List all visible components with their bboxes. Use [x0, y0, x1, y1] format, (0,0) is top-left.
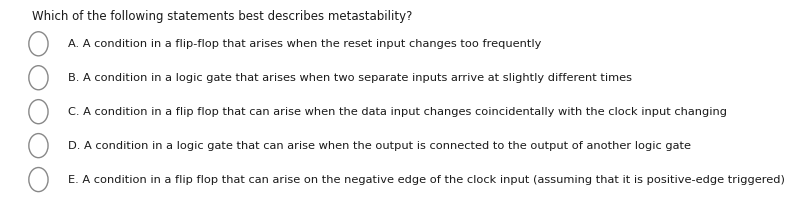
Text: C. A condition in a flip flop that can arise when the data input changes coincid: C. A condition in a flip flop that can a…: [68, 107, 727, 117]
Text: E. A condition in a flip flop that can arise on the negative edge of the clock i: E. A condition in a flip flop that can a…: [68, 175, 785, 185]
Text: A. A condition in a flip-flop that arises when the reset input changes too frequ: A. A condition in a flip-flop that arise…: [68, 39, 541, 49]
Text: B. A condition in a logic gate that arises when two separate inputs arrive at sl: B. A condition in a logic gate that aris…: [68, 73, 632, 83]
Text: Which of the following statements best describes metastability?: Which of the following statements best d…: [32, 10, 413, 23]
Text: D. A condition in a logic gate that can arise when the output is connected to th: D. A condition in a logic gate that can …: [68, 141, 691, 151]
